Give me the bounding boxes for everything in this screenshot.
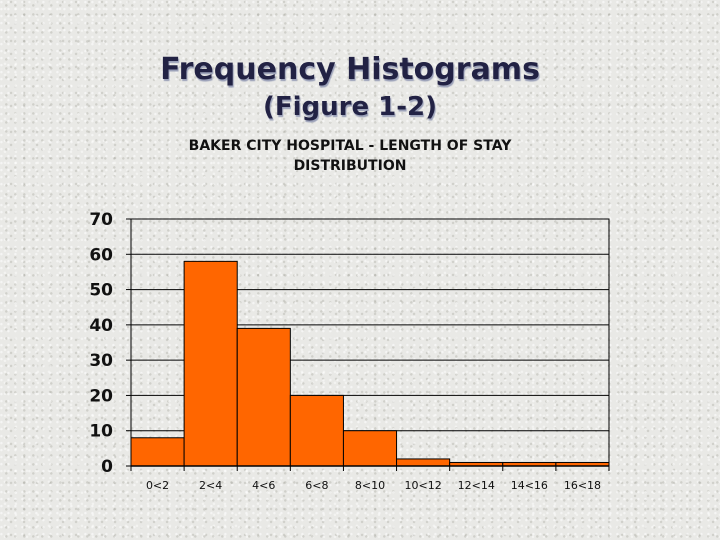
histogram-bar — [236, 327, 291, 467]
histogram-bar — [396, 458, 451, 467]
chart-title: BAKER CITY HOSPITAL - LENGTH OF STAY DIS… — [150, 136, 550, 176]
x-tick-label: 14<16 — [511, 479, 548, 492]
x-tick-label: 2<4 — [199, 479, 222, 492]
chart-title-line-2: DISTRIBUTION — [293, 158, 407, 174]
histogram-bar — [342, 430, 398, 467]
x-tick-label: 12<14 — [458, 479, 495, 492]
y-tick-label: 60 — [89, 245, 113, 265]
histogram-bar — [289, 394, 344, 467]
y-tick-labels: 0 10 20 30 40 50 60 70 — [89, 210, 113, 477]
histogram-bar — [183, 260, 238, 467]
slide-title: Frequency Histograms — [160, 52, 540, 87]
x-tick-label: 4<6 — [252, 479, 275, 492]
x-tick-label: 8<10 — [355, 479, 385, 492]
y-tick-label: 20 — [89, 386, 113, 406]
axes — [126, 218, 610, 471]
x-tick-label: 0<2 — [146, 479, 169, 492]
x-tick-label: 16<18 — [564, 479, 601, 492]
x-tick-label: 6<8 — [305, 479, 328, 492]
y-tick-label: 70 — [89, 210, 113, 230]
y-tick-label: 10 — [89, 422, 113, 442]
chart-title-line-1: BAKER CITY HOSPITAL - LENGTH OF STAY — [188, 138, 512, 154]
y-tick-label: 0 — [101, 457, 113, 477]
slide-subtitle: (Figure 1-2) — [262, 92, 438, 122]
y-tick-label: 30 — [89, 351, 113, 371]
x-tick-labels: 0<2 2<4 4<6 6<8 8<10 10<12 12<14 14<16 16<18 — [146, 479, 601, 492]
histogram-bar — [130, 437, 185, 467]
y-tick-label: 50 — [89, 281, 113, 301]
y-tick-label: 40 — [89, 316, 113, 336]
histogram-bars — [130, 260, 610, 467]
x-tick-label: 10<12 — [405, 479, 442, 492]
